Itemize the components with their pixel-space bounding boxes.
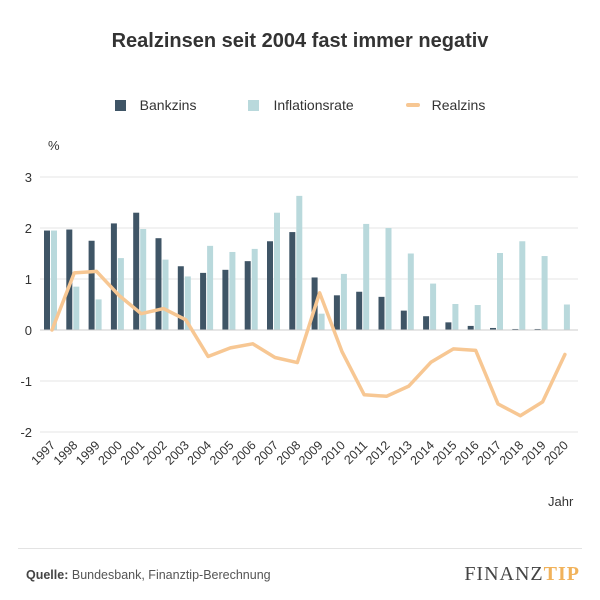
legend-swatch-realzins: [405, 103, 420, 107]
chart-title: Realzinsen seit 2004 fast immer negativ: [111, 30, 489, 52]
x-tick-label: 2004: [185, 438, 215, 468]
bar-bankzins: [445, 322, 452, 330]
bar-inflationsrate: [563, 304, 570, 330]
logo-part1: FINANZ: [464, 563, 544, 585]
x-tick-label: 2016: [452, 438, 482, 468]
legend-label-inflation: Inflationsrate: [273, 97, 354, 113]
bar-bankzins: [177, 266, 184, 330]
x-tick-label: 1999: [73, 438, 103, 468]
x-tick-label: 2005: [207, 438, 237, 468]
bar-bankzins: [534, 328, 541, 330]
source-text: Bundesbank, Finanztip-Berechnung: [71, 568, 271, 582]
bar-bankzins: [244, 261, 251, 330]
bar-bankzins: [512, 328, 519, 330]
bar-inflationsrate: [296, 195, 303, 330]
bar-inflationsrate: [385, 228, 392, 330]
x-tick-label: 1998: [51, 438, 81, 468]
bar-bankzins: [44, 230, 50, 330]
finanztip-logo: FINANZTIP: [464, 563, 580, 586]
bar-bankzins: [110, 223, 117, 330]
x-tick-label: 2006: [229, 438, 259, 468]
x-tick-label: 2012: [363, 438, 393, 468]
x-tick-label: 2019: [519, 438, 549, 468]
bar-bankzins: [378, 296, 385, 330]
source-label: Quelle:: [26, 568, 69, 582]
bar-bankzins: [356, 291, 363, 330]
bar-inflationsrate: [140, 229, 147, 330]
bar-bankzins: [289, 232, 296, 330]
legend-item-realzins: Realzins: [405, 97, 486, 113]
bar-bankzins: [155, 238, 162, 330]
bar-inflationsrate: [207, 245, 214, 330]
bar-bankzins: [222, 269, 229, 330]
bar-inflationsrate: [340, 273, 347, 330]
legend: Bankzins Inflationsrate Realzins: [0, 95, 600, 115]
x-tick-label: 2020: [541, 438, 571, 468]
bar-inflationsrate: [363, 223, 370, 330]
x-tick-label: 2015: [430, 438, 460, 468]
legend-label-bankzins: Bankzins: [139, 97, 197, 113]
y-tick-label: 1: [25, 272, 32, 287]
source-note: Quelle: Bundesbank, Finanztip-Berechnung: [26, 568, 271, 582]
y-axis-label: %: [48, 138, 60, 153]
bar-bankzins: [200, 272, 207, 330]
footer-divider: [18, 548, 582, 549]
legend-item-bankzins: Bankzins: [114, 97, 197, 113]
x-tick-label: 2001: [118, 438, 148, 468]
y-tick-label: -2: [20, 425, 32, 440]
bar-inflationsrate: [184, 276, 191, 330]
x-tick-label: 2007: [252, 438, 282, 468]
bar-inflationsrate: [73, 286, 80, 330]
x-tick-label: 2003: [162, 438, 192, 468]
bar-inflationsrate: [95, 299, 102, 330]
bar-inflationsrate: [162, 259, 169, 330]
bar-bankzins: [66, 229, 73, 330]
bar-inflationsrate: [497, 252, 503, 330]
bar-inflationsrate: [541, 256, 548, 330]
legend-swatch-bankzins: [114, 99, 126, 111]
x-tick-label: 2017: [475, 438, 505, 468]
bar-inflationsrate: [407, 253, 414, 330]
legend-swatch-inflation: [248, 99, 260, 111]
x-tick-label: 2013: [385, 438, 415, 468]
y-tick-label: 2: [25, 221, 32, 236]
bar-bankzins: [400, 310, 407, 330]
bar-bankzins: [333, 295, 340, 330]
bar-bankzins: [423, 316, 430, 330]
bar-inflationsrate: [274, 212, 280, 330]
bar-inflationsrate: [229, 251, 236, 330]
bar-inflationsrate: [519, 241, 526, 330]
x-tick-label: 2000: [95, 438, 125, 468]
y-tick-label: 3: [25, 170, 32, 185]
x-tick-label: 2011: [341, 438, 370, 467]
bar-inflationsrate: [251, 248, 258, 330]
logo-part2: TIP: [543, 563, 580, 585]
bar-bankzins: [267, 241, 273, 330]
x-tick-label: 2014: [408, 438, 438, 468]
bar-inflationsrate: [51, 230, 57, 330]
bar-bankzins: [133, 212, 140, 330]
legend-label-realzins: Realzins: [431, 97, 486, 113]
bar-inflationsrate: [430, 283, 437, 330]
y-tick-label: 0: [25, 323, 32, 338]
x-tick-label: 2018: [497, 438, 527, 468]
x-axis-label: Jahr: [548, 494, 574, 509]
bar-bankzins: [88, 240, 95, 330]
bar-inflationsrate: [452, 303, 459, 330]
bar-bankzins: [467, 325, 474, 330]
x-tick-label: 2008: [274, 438, 304, 468]
y-tick-label: -1: [20, 374, 32, 389]
x-tick-label: 2010: [318, 438, 348, 468]
x-tick-label: 2002: [140, 438, 170, 468]
x-tick-label: 1997: [29, 438, 59, 468]
x-tick-label: 2009: [296, 438, 326, 468]
bar-inflationsrate: [474, 305, 481, 330]
bar-bankzins: [490, 327, 496, 330]
bar-inflationsrate: [318, 313, 325, 330]
line-realzins: [50, 269, 567, 418]
bar-inflationsrate: [117, 258, 124, 330]
legend-item-inflation: Inflationsrate: [248, 97, 354, 113]
